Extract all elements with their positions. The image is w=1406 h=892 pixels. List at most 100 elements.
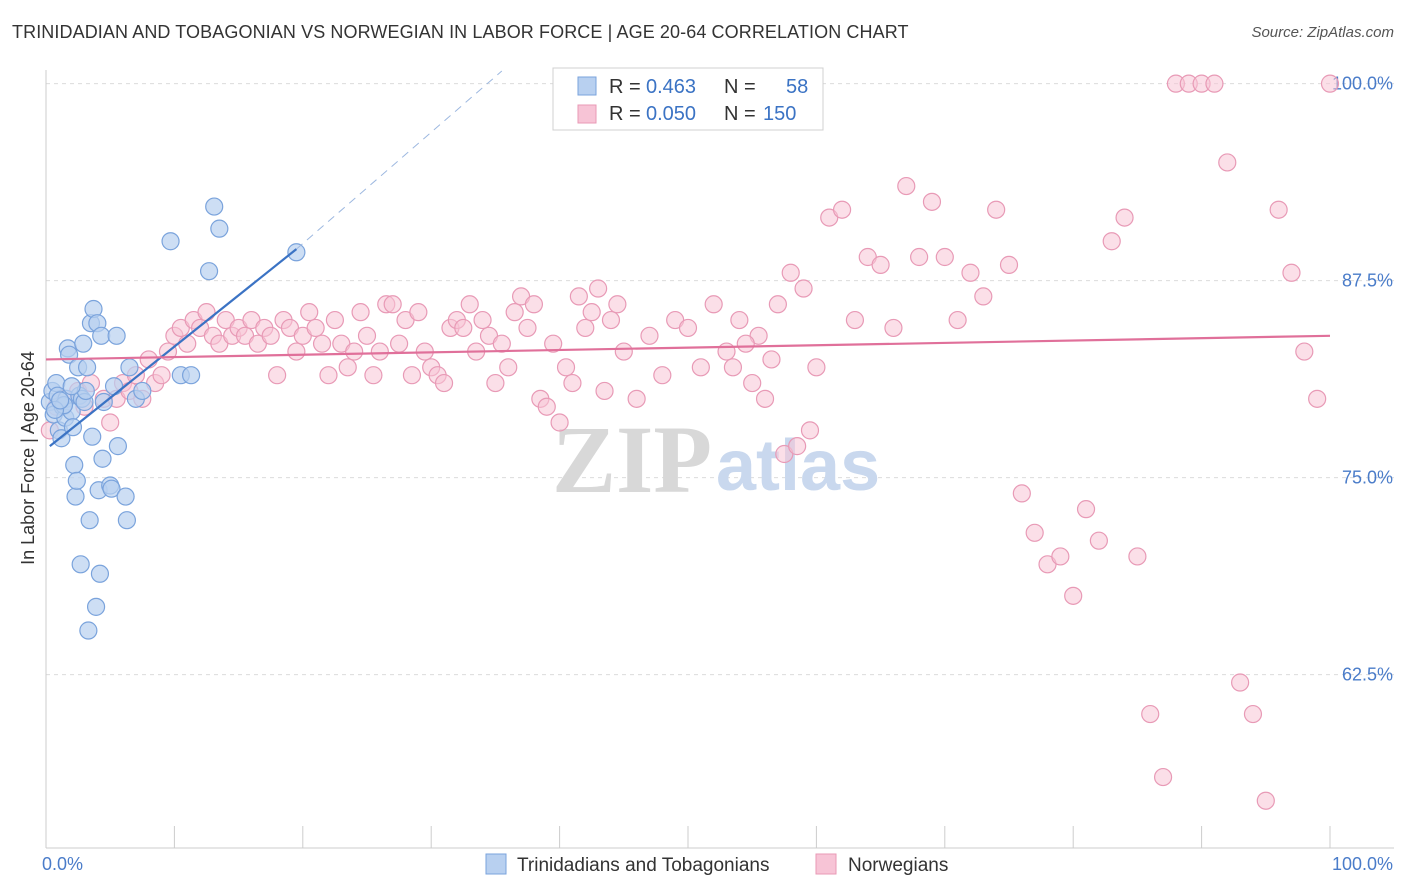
- norwegian-point-114: [961, 263, 980, 282]
- trinidadian-point-40: [107, 326, 126, 345]
- norwegian-point-41: [319, 366, 338, 385]
- norwegian-point-7: [101, 413, 120, 432]
- trinidadian-point-50: [199, 262, 219, 281]
- norwegian-point-62: [454, 318, 473, 338]
- norwegian-point-111: [922, 192, 942, 211]
- trinidadian-point-53: [287, 243, 306, 262]
- norwegian-point-97: [743, 373, 762, 393]
- norwegian-point-141: [1308, 389, 1327, 408]
- norwegian-point-54: [402, 366, 422, 385]
- norwegian-point-109: [897, 176, 916, 196]
- trinidadian-point-21: [74, 334, 93, 353]
- norwegian-point-85: [601, 310, 621, 330]
- norwegian-point-59: [434, 373, 454, 393]
- trinidadian-point-15: [66, 487, 85, 506]
- norwegian-point-126: [1115, 208, 1134, 227]
- legend-n-label-blue: N =: [724, 76, 756, 98]
- x-tick-label-1: 100.0%: [1332, 854, 1393, 874]
- legend-n-label-pink: N =: [724, 103, 756, 125]
- norwegian-point-80: [569, 287, 588, 306]
- trinidadian-point-38: [102, 479, 121, 498]
- norwegian-point-138: [1269, 200, 1288, 219]
- y-tick-label-0: 100.0%: [1332, 74, 1393, 94]
- norwegian-point-129: [1153, 767, 1173, 787]
- chart-source: Source: ZipAtlas.com: [1251, 24, 1394, 41]
- trinidadian-point-24: [77, 358, 97, 377]
- trinidadian-point-35: [93, 449, 112, 468]
- norwegian-point-95: [717, 342, 736, 361]
- norwegian-point-51: [383, 295, 402, 314]
- norwegian-point-73: [524, 295, 544, 314]
- trinidadian-point-52: [210, 219, 229, 238]
- trinidadian-point-47: [161, 232, 180, 251]
- bottom-legend-swatch-pink: [815, 853, 837, 875]
- norwegian-point-45: [345, 342, 364, 361]
- norwegian-point-107: [871, 255, 890, 274]
- norwegian-point-94: [704, 295, 723, 314]
- norwegian-point-52: [390, 334, 409, 353]
- norwegian-point-68: [492, 334, 511, 353]
- norwegian-point-118: [1012, 484, 1031, 503]
- trinidadian-point-26: [80, 511, 99, 530]
- norwegian-point-13: [139, 350, 158, 369]
- trend-lines: [45, 70, 1331, 447]
- norwegian-point-69: [499, 358, 518, 377]
- trinidadian-point-16: [67, 471, 86, 490]
- norwegian-point-137: [1256, 791, 1275, 810]
- trinidadian-point-44: [120, 358, 139, 377]
- norwegian-point-119: [1025, 523, 1044, 542]
- norwegian-point-81: [576, 318, 595, 338]
- norwegian-point-121: [1051, 547, 1070, 566]
- norwegian-point-139: [1282, 263, 1301, 282]
- norwegian-point-116: [987, 200, 1006, 219]
- norwegian-point-46: [351, 303, 370, 322]
- norwegian-point-148: [736, 334, 755, 353]
- norwegian-point-72: [518, 318, 537, 338]
- trinidadian-point-55: [62, 377, 81, 396]
- trinidadian-point-19: [71, 555, 90, 574]
- legend-r-label-pink: R =: [609, 103, 641, 125]
- norwegian-point-134: [1218, 153, 1237, 172]
- norwegian-point-65: [473, 310, 492, 330]
- norwegian-point-127: [1128, 547, 1147, 566]
- norwegian-point-39: [306, 318, 325, 338]
- trinidadian-point-25: [79, 621, 98, 640]
- norwegian-point-102: [807, 358, 826, 377]
- norwegian-point-15: [152, 366, 171, 385]
- tick-labels: 100.0% 87.5% 75.0% 62.5% 0.0% 100.0%: [42, 74, 1393, 874]
- norwegian-point-44: [338, 358, 357, 377]
- norwegian-point-113: [948, 310, 967, 330]
- norwegian-point-105: [845, 310, 865, 330]
- trinidadian-point-33: [90, 564, 110, 583]
- norwegian-point-75: [537, 397, 556, 416]
- norwegian-point-32: [261, 326, 280, 345]
- legend-swatch-blue: [577, 76, 597, 96]
- legend-swatch-pink: [577, 104, 597, 124]
- watermark-zip: ZIP: [552, 406, 712, 513]
- norwegian-point-48: [364, 366, 383, 385]
- norwegian-point-70: [505, 303, 524, 322]
- norwegian-point-89: [640, 326, 659, 345]
- series-trinidadians: [40, 197, 306, 640]
- norwegian-point-99: [768, 295, 787, 314]
- norwegian-point-117: [999, 255, 1019, 274]
- norwegian-point-133: [1205, 74, 1224, 93]
- norwegian-point-63: [460, 295, 479, 314]
- watermark: ZIP atlas: [552, 406, 880, 513]
- x-tick-label-0: 0.0%: [42, 854, 83, 874]
- legend-r-value-pink: 0.050: [646, 103, 696, 125]
- series-norwegians: [40, 74, 1340, 810]
- norwegian-point-142: [1320, 74, 1340, 93]
- norwegian-point-135: [1231, 673, 1250, 692]
- norwegian-point-67: [486, 373, 505, 393]
- bottom-legend-swatch-blue: [485, 853, 507, 875]
- norwegian-point-149: [723, 358, 743, 377]
- trinidadian-point-39: [104, 377, 124, 396]
- norwegian-point-124: [1089, 531, 1108, 550]
- norwegian-point-38: [300, 303, 319, 322]
- y-axis-label: In Labor Force | Age 20-64: [18, 351, 38, 565]
- norwegian-point-122: [1064, 586, 1083, 605]
- norwegian-point-84: [595, 381, 614, 401]
- trinidadian-point-41: [108, 437, 128, 456]
